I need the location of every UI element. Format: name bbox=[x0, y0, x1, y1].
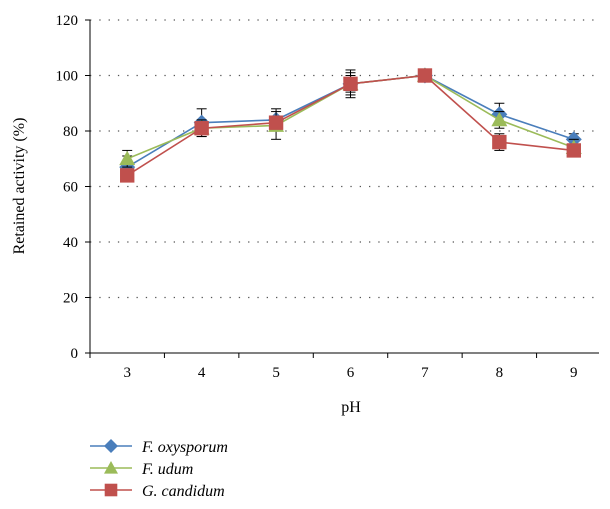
series-group bbox=[119, 67, 582, 183]
legend-marker bbox=[104, 461, 118, 474]
y-tick-label: 40 bbox=[63, 235, 78, 251]
legend-marker bbox=[104, 439, 118, 453]
legend: F. oxysporum F. udum G. candidum bbox=[90, 439, 228, 500]
y-tick-label: 60 bbox=[63, 180, 78, 196]
y-tick-label: 20 bbox=[63, 291, 78, 307]
x-tick-label: 7 bbox=[421, 365, 429, 381]
y-tick-label: 0 bbox=[71, 346, 79, 362]
y-axis-title: Retained activity (%) bbox=[11, 118, 28, 255]
axes bbox=[85, 19, 599, 358]
legend-item: F. udum bbox=[90, 461, 193, 478]
x-tick-label: 4 bbox=[198, 365, 206, 381]
data-point bbox=[119, 150, 136, 166]
data-point bbox=[343, 76, 358, 92]
y-tick-label: 100 bbox=[56, 69, 79, 85]
legend-item: F. oxysporum bbox=[90, 439, 228, 456]
y-tick-labels: 0 20 40 60 80 100 120 bbox=[56, 13, 79, 362]
data-point bbox=[268, 115, 284, 130]
x-tick-label: 9 bbox=[570, 365, 578, 381]
x-axis-title: pH bbox=[341, 399, 361, 416]
data-point bbox=[566, 143, 581, 158]
series-g-candidum bbox=[120, 68, 581, 183]
data-point bbox=[417, 68, 433, 83]
legend-item: G. candidum bbox=[90, 483, 225, 500]
x-tick-label: 6 bbox=[347, 365, 355, 381]
legend-label: F. oxysporum bbox=[141, 439, 228, 456]
legend-label: G. candidum bbox=[142, 483, 225, 500]
data-point bbox=[491, 111, 508, 127]
legend-label: F. udum bbox=[141, 461, 193, 478]
x-tick-label: 5 bbox=[272, 365, 280, 381]
y-tick-label: 80 bbox=[63, 124, 78, 140]
data-point bbox=[120, 168, 135, 183]
data-point bbox=[492, 134, 507, 150]
y-tick-label: 120 bbox=[56, 13, 79, 29]
grid-lines bbox=[90, 19, 599, 299]
x-tick-labels: 3 4 5 6 7 8 9 bbox=[123, 365, 577, 381]
x-tick-label: 8 bbox=[496, 365, 504, 381]
data-point bbox=[194, 121, 209, 136]
legend-marker bbox=[104, 483, 118, 497]
x-tick-label: 3 bbox=[123, 365, 131, 381]
